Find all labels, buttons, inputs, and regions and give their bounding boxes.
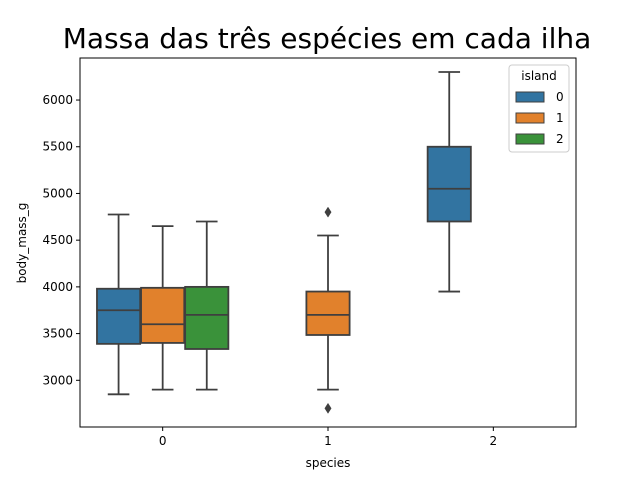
box-iqr xyxy=(140,286,186,344)
y-tick-label: 5500 xyxy=(42,140,73,154)
legend-items: 0 1 2 xyxy=(515,90,564,146)
x-axis: 0 1 2 xyxy=(159,427,497,448)
x-tick-label: 1 xyxy=(324,434,332,448)
legend-swatch xyxy=(515,91,545,103)
y-tick-label: 4500 xyxy=(42,233,73,247)
box-iqr xyxy=(426,145,472,223)
y-tick-label: 6000 xyxy=(42,93,73,107)
box-series-0-species-2 xyxy=(426,71,472,293)
x-tick-label: 2 xyxy=(490,434,498,448)
chart-title: Massa das três espécies em cada ilha xyxy=(63,22,592,55)
y-tick-label: 5000 xyxy=(42,186,73,200)
box-iqr xyxy=(305,290,351,336)
plot-area xyxy=(96,71,472,414)
y-axis: 3000 3500 4000 4500 5000 5500 6000 xyxy=(42,93,80,387)
legend-swatch xyxy=(515,133,545,145)
y-tick-label: 3000 xyxy=(42,373,73,387)
legend-label: 2 xyxy=(556,132,564,146)
y-axis-label: body_mass_g xyxy=(15,203,29,284)
box-series-2-species-0 xyxy=(184,220,230,391)
legend-title: island xyxy=(521,69,557,83)
x-tick-label: 0 xyxy=(159,434,167,448)
legend: island 0 1 2 xyxy=(508,64,570,153)
legend-label: 1 xyxy=(556,111,564,125)
box-series-1-species-1 xyxy=(305,206,351,414)
y-tick-label: 4000 xyxy=(42,280,73,294)
box-series-0-species-0 xyxy=(96,213,142,396)
x-axis-label: species xyxy=(306,456,351,470)
box-iqr xyxy=(96,287,142,345)
box-series-1-species-0 xyxy=(140,225,186,391)
outlier-point xyxy=(324,402,332,414)
legend-label: 0 xyxy=(556,90,564,104)
box-iqr xyxy=(184,285,230,350)
y-tick-label: 3500 xyxy=(42,327,73,341)
legend-swatch xyxy=(515,112,545,124)
legend-frame xyxy=(508,64,570,153)
outlier-point xyxy=(324,206,332,218)
